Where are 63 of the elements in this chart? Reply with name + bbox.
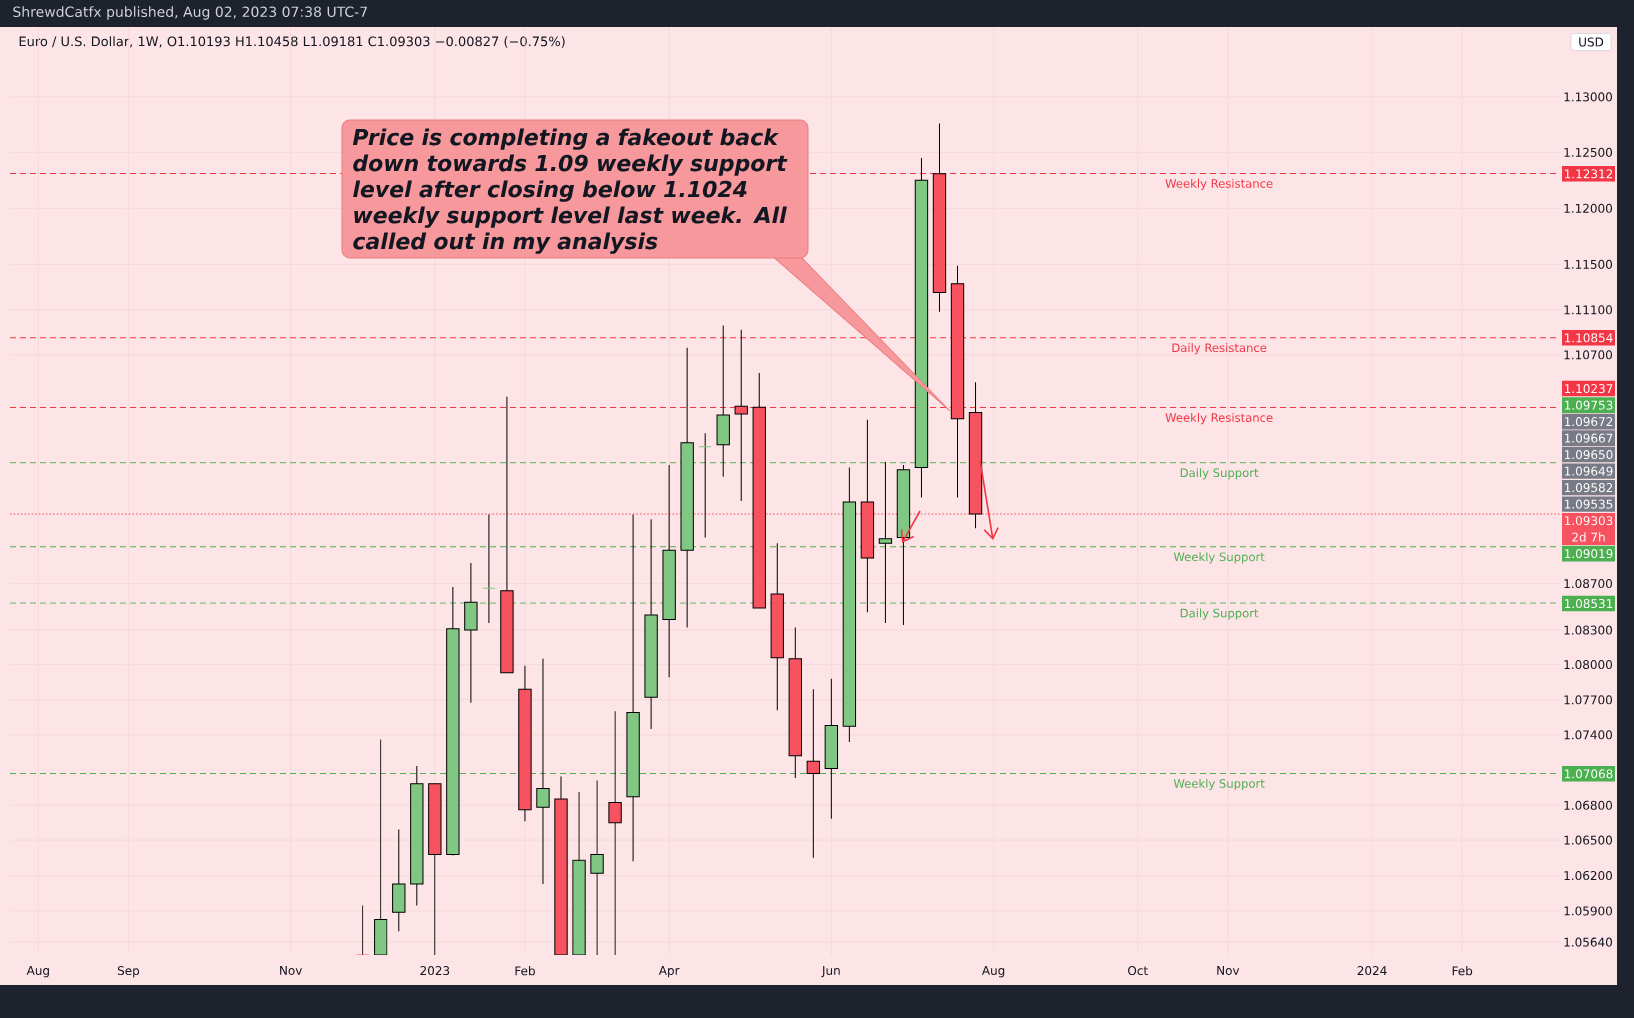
candlestick	[482, 513, 496, 624]
text: 1.10854	[1565, 333, 1613, 343]
candlestick	[698, 432, 712, 538]
text: 1.09019	[1565, 549, 1613, 559]
candlestick	[536, 658, 550, 885]
text: 1.07068	[1565, 769, 1613, 779]
text: 1.09303	[1565, 516, 1613, 526]
text: 1.10237	[1565, 384, 1613, 394]
text: 1.09650	[1565, 450, 1613, 460]
text: 1.12312	[1565, 169, 1613, 179]
x-tick-label: Aug	[26, 966, 49, 978]
candlestick	[590, 779, 604, 955]
y-tick-label: 1.12000	[1564, 203, 1613, 213]
y-tick-label: 1.06500	[1564, 835, 1613, 845]
y-tick-label: 1.08300	[1564, 625, 1613, 635]
ref-line-label: Weekly Support	[1173, 552, 1265, 564]
ref-line-label: Daily Support	[1180, 468, 1259, 480]
ref-line-label: Weekly Resistance	[1165, 413, 1273, 425]
y-tick-label: 1.06200	[1564, 870, 1613, 881]
ref-line-label: 2d 7h	[1572, 532, 1605, 542]
y-tick-label: 1.11100	[1564, 305, 1613, 315]
text: 1.08531	[1565, 598, 1613, 609]
text: 1.09649	[1565, 466, 1613, 476]
candlestick	[734, 329, 748, 502]
ref-line-label: Weekly Resistance	[1165, 178, 1273, 191]
y-tick-label: 1.08700	[1564, 579, 1613, 589]
text: 1.09582	[1565, 483, 1613, 493]
x-tick-label: Nov	[280, 966, 302, 975]
y-tick-label: 1.11500	[1564, 259, 1613, 269]
y-tick-label: 1.05640	[1564, 937, 1613, 947]
x-tick-label: 2023	[420, 966, 450, 976]
x-tick-label: Feb	[1452, 966, 1473, 976]
x-tick-label: Apr	[658, 966, 680, 978]
candlestick	[356, 904, 370, 955]
x-tick-label: Sep	[117, 966, 140, 978]
candlestick	[806, 688, 820, 859]
ref-line-label: Daily Resistance	[1172, 343, 1267, 355]
y-tick-label: 1.06800	[1564, 800, 1613, 810]
y-tick-label: 1.07400	[1564, 730, 1613, 740]
ref-line-label: Daily Support	[1180, 608, 1259, 620]
text: 1.09672	[1565, 417, 1613, 427]
x-tick-label: Nov	[1217, 966, 1240, 975]
candlestick	[608, 710, 622, 955]
y-tick-label: 1.05900	[1564, 906, 1613, 916]
chart-title: ShrewdCatfx published, Aug 02, 2023 07:38 UTC-7	[13, 6, 367, 20]
text: 1.09667	[1565, 433, 1613, 443]
text: 1.09753	[1565, 400, 1613, 410]
y-tick-label: 1.07700	[1564, 695, 1613, 705]
annotation: Price is completing a fakeout back down towards 1.09 weekly support level after closing below 1.1024 weekly support level last week. All called out in my analysis	[352, 128, 788, 254]
x-tick-label: Aug	[981, 966, 1005, 978]
x-tick-label: Oct	[1128, 966, 1148, 976]
x-tick-label: Jun	[821, 966, 840, 978]
y-tick-label: 1.10700	[1564, 350, 1613, 360]
ref-line-label: Weekly Support	[1173, 778, 1265, 791]
y-tick-label: 1.13000	[1564, 92, 1613, 102]
candlestick	[878, 461, 893, 624]
x-tick-label: 2024	[1357, 966, 1387, 976]
text: Euro / U.S. Dollar, 1W, O1.10193 H1.10458 L1.09181 C1.09303 −0.00827 (−0.75%)	[19, 36, 565, 48]
text: USD	[1579, 37, 1604, 47]
y-tick-label: 1.12500	[1564, 147, 1613, 157]
x-tick-label: Feb	[515, 966, 535, 976]
y-tick-label: 1.08000	[1564, 660, 1613, 670]
text: 1.09535	[1565, 499, 1613, 509]
